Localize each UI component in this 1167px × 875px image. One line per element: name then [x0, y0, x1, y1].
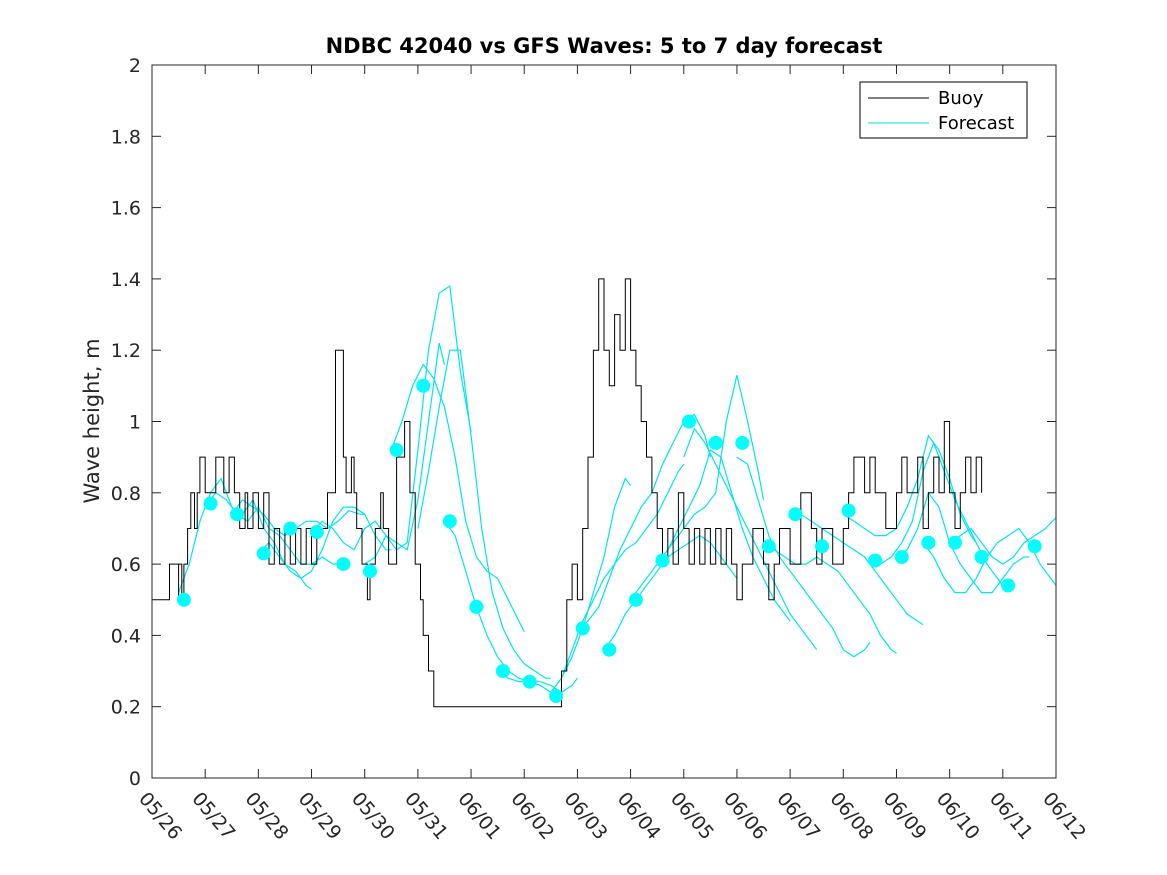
y-tick-label: 1.2	[111, 340, 141, 362]
plot-area	[152, 65, 1056, 778]
forecast-marker	[682, 414, 697, 429]
forecast-marker	[708, 435, 723, 450]
forecast-line-6	[390, 363, 525, 633]
forecast-marker	[522, 674, 537, 689]
forecast-marker	[549, 689, 564, 703]
forecast-marker	[416, 378, 431, 393]
forecast-marker	[176, 592, 191, 607]
forecast-marker	[469, 599, 484, 614]
forecast-marker	[868, 553, 883, 568]
forecast-marker	[841, 503, 856, 518]
y-tick-label: 1	[129, 412, 141, 434]
y-tick-label: 0.8	[111, 483, 141, 505]
forecast-line-5	[364, 284, 472, 565]
forecast-marker-layer	[176, 378, 1042, 703]
forecast-marker	[575, 621, 590, 636]
y-tick-label: 0.4	[111, 625, 141, 647]
forecast-line-10	[550, 463, 685, 693]
forecast-marker	[1027, 539, 1042, 554]
forecast-marker	[256, 546, 271, 561]
forecast-marker	[230, 507, 245, 522]
y-tick-label: 1.4	[111, 269, 141, 291]
forecast-marker	[735, 435, 750, 450]
forecast-marker	[788, 507, 803, 522]
forecast-marker	[921, 535, 936, 550]
forecast-marker	[948, 535, 962, 550]
forecast-marker	[496, 664, 510, 678]
forecast-marker	[894, 550, 909, 564]
y-tick-label: 0	[129, 768, 141, 790]
y-tick-label: 1.8	[111, 126, 141, 148]
forecast-marker	[442, 514, 457, 529]
forecast-marker	[602, 642, 617, 657]
y-tick-label: 2	[129, 55, 141, 77]
forecast-line-7	[417, 349, 551, 679]
forecast-marker	[283, 521, 298, 536]
forecast-marker	[309, 525, 324, 539]
forecast-line-13	[630, 375, 765, 601]
forecast-marker	[1001, 578, 1016, 593]
forecast-marker	[761, 539, 776, 554]
legend-box	[859, 81, 1028, 139]
forecast-line-14	[656, 449, 791, 622]
y-tick-label: 0.6	[111, 554, 141, 576]
forecast-marker	[203, 496, 218, 511]
legend-label-forecast: Forecast	[938, 113, 1014, 134]
series-layer	[152, 278, 1057, 708]
forecast-marker	[628, 592, 643, 607]
forecast-line-2	[231, 499, 365, 537]
forecast-line-16	[736, 456, 871, 658]
forecast-line-3	[257, 506, 392, 580]
forecast-line-18	[790, 513, 924, 626]
chart-title: NDBC 42040 vs GFS Waves: 5 to 7 day fore…	[326, 34, 883, 58]
forecast-marker	[974, 550, 989, 564]
y-tick-label: 1.6	[111, 198, 141, 220]
forecast-marker	[389, 443, 404, 457]
legend: Buoy Forecast	[859, 81, 1028, 139]
legend-label-buoy: Buoy	[938, 88, 984, 109]
forecast-line-17	[763, 542, 897, 654]
forecast-marker	[815, 539, 829, 554]
y-tick-label: 0.2	[111, 697, 141, 719]
forecast-marker	[336, 557, 351, 572]
forecast-line-22	[922, 527, 1057, 594]
forecast-marker	[363, 564, 377, 579]
forecast-line-23	[949, 517, 1057, 565]
forecast-line-21	[896, 491, 1030, 594]
y-axis-label: Wave height, m	[80, 338, 104, 503]
forecast-marker	[655, 553, 670, 568]
